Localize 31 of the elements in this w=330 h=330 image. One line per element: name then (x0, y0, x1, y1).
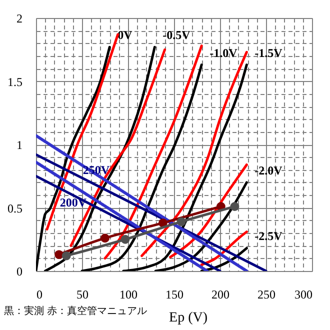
series-label: -2.0V (254, 163, 283, 178)
x-tick-label: 0 (36, 288, 42, 302)
x-tick-label: 200 (212, 288, 230, 302)
point (120, 234, 130, 244)
y-tick-label: 0.5 (8, 201, 22, 216)
line-series (140, 50, 248, 258)
x-tick-label: 300 (294, 288, 312, 302)
series-label: -1.0V (210, 46, 238, 60)
series-label: -2.5V (254, 229, 283, 244)
line-series (122, 64, 248, 271)
series-label: 0V (118, 28, 133, 42)
series-label: -1.5V (254, 46, 283, 60)
x-axis-title: Ep (V) (169, 310, 208, 326)
line-series (154, 181, 248, 271)
y-tick-label: 2 (16, 12, 22, 26)
point (62, 251, 71, 260)
y-tick-label: 1.5 (8, 74, 22, 89)
point (176, 217, 186, 226)
y-tick-label: 0 (16, 264, 22, 278)
x-tick-label: 250 (258, 288, 276, 302)
x-tick-label: 150 (166, 288, 184, 302)
x-tick-label: 100 (120, 288, 138, 302)
point (54, 250, 64, 260)
point (230, 202, 240, 211)
y-tick-label: 1 (16, 138, 22, 152)
x-tick-label: 50 (76, 288, 88, 302)
line-series (36, 46, 111, 271)
point (100, 234, 110, 243)
series-label: -0.5V (162, 28, 191, 42)
line-series (46, 33, 120, 231)
text: 黒：実測 赤：真空管マニュアル (4, 305, 148, 317)
